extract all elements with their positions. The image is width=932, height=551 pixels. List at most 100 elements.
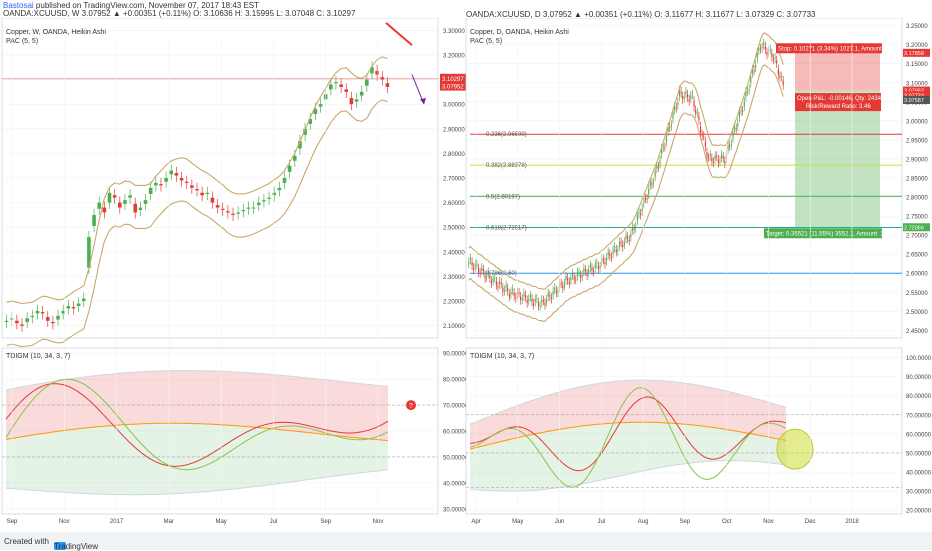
candle-body xyxy=(682,96,684,100)
candle-body xyxy=(481,267,483,271)
candle-body xyxy=(298,141,302,149)
y-tick-label: 50.00000 xyxy=(906,451,932,457)
candle-body xyxy=(680,91,682,94)
target-zone xyxy=(795,90,880,228)
candle-body xyxy=(649,182,651,186)
y-tick-label: 2.45000 xyxy=(906,329,928,335)
pane-title: Copper, W, OANDA, Heikin Ashi xyxy=(6,29,106,36)
candle-body xyxy=(643,198,645,204)
fib-label: 0.618(2.72017) xyxy=(486,225,527,231)
candle-body xyxy=(521,298,523,300)
candle-body xyxy=(625,235,627,239)
candle-body xyxy=(646,198,648,200)
candle-body xyxy=(735,128,737,130)
fib-label: 0.236(2.96500) xyxy=(486,132,527,138)
candle-body xyxy=(536,298,538,300)
candle-body xyxy=(313,109,318,114)
candle-body xyxy=(241,210,246,212)
x-tick-label: 2018 xyxy=(845,519,859,525)
y-tick-label: 2.50000 xyxy=(906,310,928,316)
candle-body xyxy=(605,258,608,262)
candle-body xyxy=(714,155,716,160)
x-tick-label: Sep xyxy=(320,519,331,525)
candle-body xyxy=(729,145,731,147)
candle-body xyxy=(586,273,588,276)
candle-body xyxy=(542,300,544,302)
y-tick-label: 2.95000 xyxy=(906,138,928,144)
candle-body xyxy=(484,274,486,279)
candle-body xyxy=(518,292,520,294)
candle-body xyxy=(555,290,557,293)
candle-body xyxy=(696,112,698,114)
candle-body xyxy=(730,143,732,146)
price-label-box xyxy=(440,81,468,91)
candle-body xyxy=(477,268,480,273)
candle-body xyxy=(45,317,50,321)
candle-body xyxy=(722,156,724,159)
candle-body xyxy=(662,146,664,148)
y-tick-label: 2.80000 xyxy=(906,196,928,202)
tdi-lower-band xyxy=(5,469,389,496)
candle-body xyxy=(380,77,385,80)
pac-lower-line xyxy=(468,64,784,322)
y-tick-label: 40.00000 xyxy=(443,481,469,487)
candle-body xyxy=(370,67,374,74)
candle-body xyxy=(774,57,776,59)
candle-body xyxy=(541,299,543,303)
question-mark: ? xyxy=(409,403,413,410)
y-tick-label: 2.50000 xyxy=(443,226,465,232)
candle-body xyxy=(339,84,343,87)
y-tick-label: 60.00000 xyxy=(906,432,932,438)
price-label: 3.17858 xyxy=(904,51,924,57)
brand-label: TradingView xyxy=(54,542,99,551)
y-tick-label: 70.00000 xyxy=(906,413,932,419)
candle-body xyxy=(743,101,745,107)
publish-header: Bastosai published on TradingView.com, N… xyxy=(0,0,932,19)
candle-body xyxy=(544,302,546,306)
candle-body xyxy=(482,269,484,271)
pane-title: Copper, D, OANDA, Heikin Ashi xyxy=(470,29,569,36)
candle-body xyxy=(711,158,713,162)
highlight-circle xyxy=(776,428,814,470)
chart-canvas[interactable]: 3.30000 3.20000 3.10000 3.00000 2.90000 2.800… xyxy=(0,18,932,532)
candle-body xyxy=(593,271,595,273)
candle-body xyxy=(494,277,496,279)
candle-body xyxy=(644,198,647,200)
candle-body xyxy=(567,278,569,281)
candle-body xyxy=(578,272,580,274)
x-tick-label: Jun xyxy=(555,519,565,525)
candle-body xyxy=(546,299,548,303)
publish-info: published on TradingView.com, November 0… xyxy=(35,1,260,10)
y-tick-label: 2.20000 xyxy=(443,300,465,306)
y-tick-label: 2.90000 xyxy=(443,127,465,133)
tdi-rsi-line xyxy=(5,378,389,471)
candle-body xyxy=(652,182,655,184)
weekly-price-pane: 3.300003.200003.100003.000002.900002.800… xyxy=(1,18,468,348)
y-tick-label: 3.00000 xyxy=(443,103,465,109)
candle-body xyxy=(654,171,656,177)
candle-body xyxy=(128,195,132,198)
candle-body xyxy=(277,187,282,191)
candle-body xyxy=(539,305,541,307)
y-tick-label: 80.00000 xyxy=(906,394,932,400)
author-link[interactable]: Bastosai xyxy=(3,1,34,10)
candle-body xyxy=(683,96,685,98)
candle-body xyxy=(732,132,734,139)
candle-body xyxy=(709,154,711,157)
candle-body xyxy=(704,141,706,147)
candle-body xyxy=(724,160,726,164)
x-tick-label: Aug xyxy=(638,519,649,525)
candle-body xyxy=(112,195,117,198)
candle-body xyxy=(81,298,86,302)
candle-body xyxy=(61,310,65,314)
candle-body xyxy=(627,236,629,239)
candle-body xyxy=(15,320,19,324)
candle-body xyxy=(531,298,533,302)
y-tick-label: 30.00000 xyxy=(906,490,932,496)
candle-body xyxy=(678,90,681,97)
x-tick-label: Nov xyxy=(373,519,384,525)
candle-body xyxy=(487,271,489,274)
candle-body xyxy=(497,286,499,288)
candle-body xyxy=(738,111,741,118)
y-tick-label: 3.25000 xyxy=(906,24,928,30)
